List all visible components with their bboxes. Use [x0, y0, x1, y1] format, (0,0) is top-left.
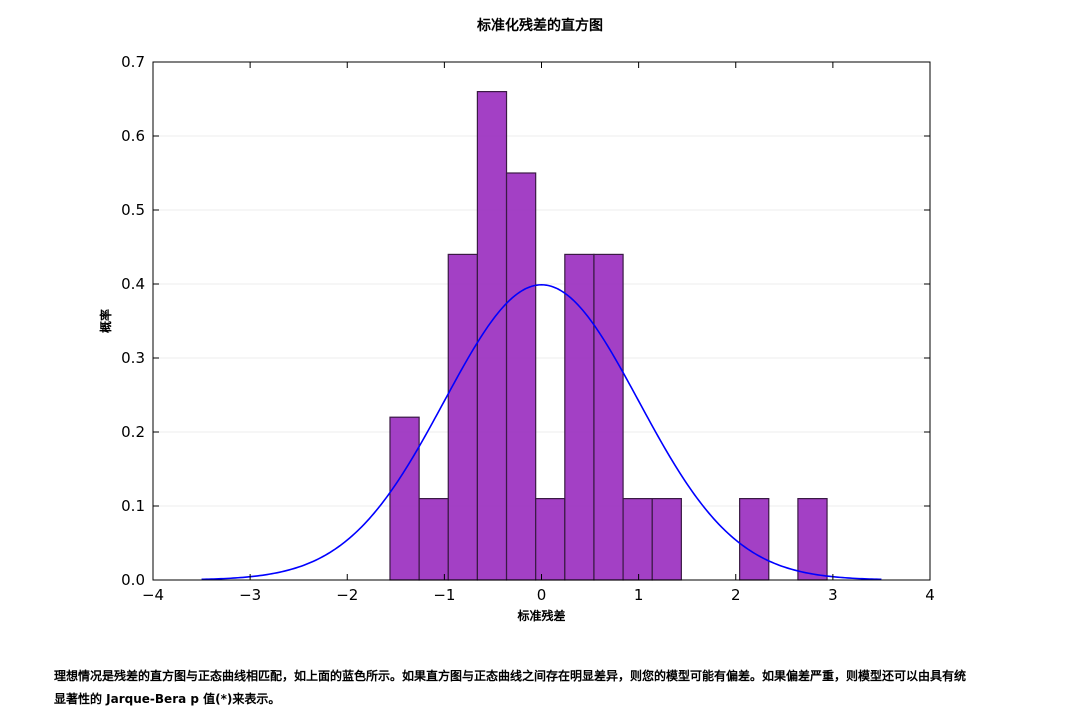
y-tick-label: 0.3 — [121, 349, 145, 367]
x-tick-label: 1 — [634, 586, 644, 604]
histogram-bar — [505, 172, 537, 581]
y-axis-label: 概率 — [98, 309, 113, 333]
y-tick-label: 0.6 — [121, 127, 145, 145]
normal-curve-layer — [201, 283, 882, 581]
x-tick-label: 4 — [925, 586, 935, 604]
y-tick-label: 0.4 — [121, 275, 145, 293]
x-tick-label: −1 — [433, 586, 455, 604]
y-tick-label: 0.5 — [121, 201, 145, 219]
y-tick-label: 0.7 — [121, 53, 145, 71]
histogram-bar — [389, 416, 420, 581]
x-tick-label: 0 — [537, 586, 547, 604]
histogram-bars — [389, 90, 828, 581]
caption: 理想情况是残差的直方图与正态曲线相匹配，如上面的蓝色所示。如果直方图与正态曲线之… — [54, 665, 1080, 711]
histogram-bar — [447, 253, 478, 581]
histogram-bar — [739, 498, 770, 581]
x-tick-label: 3 — [828, 586, 838, 604]
x-tick-label: −2 — [336, 586, 358, 604]
x-tick-label: −4 — [142, 586, 164, 604]
histogram-bar — [418, 498, 449, 581]
x-tick-label: −3 — [239, 586, 261, 604]
y-tick-label: 0.1 — [121, 497, 145, 515]
y-tick-label: 0.2 — [121, 423, 145, 441]
histogram-bar — [593, 253, 624, 581]
x-tick-label: 2 — [731, 586, 741, 604]
histogram-bar — [797, 498, 828, 581]
chart-title: 标准化残差的直方图 — [477, 18, 603, 34]
y-tick-label: 0.0 — [121, 571, 145, 589]
axis-ticks: −4 −3 −2 −1 0 1 2 3 4 0.0 0.1 0.2 0.3 0.4 0.5 0.6 0.7 — [121, 53, 935, 604]
histogram-bar — [622, 498, 653, 581]
x-axis-label: 标准残差 — [516, 608, 565, 623]
histogram-bar — [535, 498, 566, 581]
caption-line-2: 显著性的 Jarque-Bera p 值(*)来表示。 — [54, 692, 281, 706]
caption-line-1: 理想情况是残差的直方图与正态曲线相匹配，如上面的蓝色所示。如果直方图与正态曲线之… — [54, 669, 967, 683]
histogram-bar — [651, 498, 682, 581]
normal-curve — [201, 283, 882, 581]
histogram-chart: −4 −3 −2 −1 0 1 2 3 4 0.0 0.1 0.2 0.3 0.4 0.5 0.6 0.7 标准… — [98, 53, 935, 623]
histogram-bar — [564, 253, 595, 581]
